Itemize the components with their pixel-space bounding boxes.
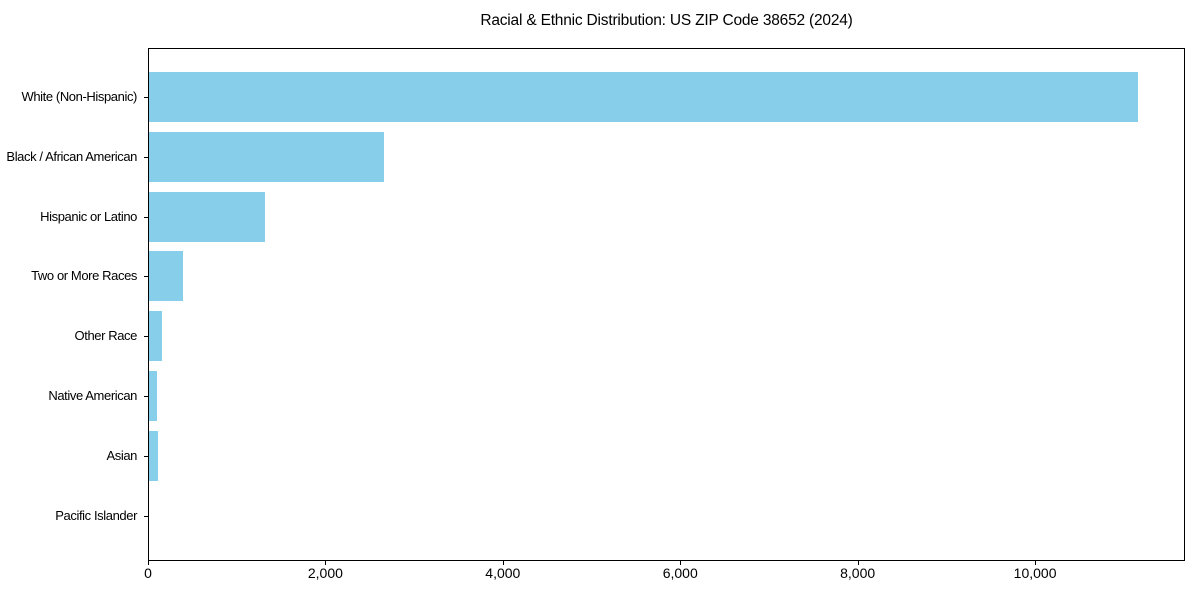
bar — [149, 72, 1139, 122]
bar — [149, 131, 385, 182]
x-tick-label: 0 — [144, 565, 152, 581]
y-tick-label: White (Non-Hispanic) — [21, 89, 137, 104]
y-tick-label: Hispanic or Latino — [40, 208, 137, 224]
y-tick-label: Native American — [48, 388, 137, 403]
y-tick-mark — [144, 515, 148, 517]
bar — [149, 430, 159, 481]
bar — [149, 191, 266, 242]
bar — [149, 251, 184, 302]
y-tick-label: Other Race — [74, 328, 138, 344]
y-tick-mark — [144, 396, 148, 397]
x-tick-label: 6,000 — [662, 565, 698, 581]
chart-title: Racial & Ethnic Distribution: US ZIP Cod… — [480, 12, 853, 29]
x-tick-mark — [325, 561, 327, 565]
x-tick-label: 8,000 — [840, 565, 876, 581]
y-tick-mark — [144, 97, 148, 98]
y-tick-label: Black / African American — [6, 148, 137, 164]
y-tick-label: Asian — [106, 447, 137, 463]
y-tick-label: Pacific Islander — [55, 507, 137, 523]
y-tick-mark — [144, 336, 148, 338]
y-tick-mark — [144, 455, 148, 457]
x-tick-label: 2,000 — [307, 565, 343, 581]
x-tick-mark — [502, 561, 504, 565]
y-tick-mark — [144, 276, 148, 278]
x-tick-label: 4,000 — [485, 565, 521, 581]
x-tick-label: 10,000 — [1013, 565, 1057, 581]
x-tick-mark — [857, 561, 859, 565]
plot-area — [148, 48, 1185, 561]
x-tick-mark — [1035, 561, 1037, 565]
y-tick-label: Two or More Races — [31, 268, 137, 284]
x-tick-mark — [680, 561, 682, 565]
y-tick-mark — [144, 156, 148, 158]
x-tick-mark — [148, 561, 149, 565]
bar — [149, 371, 158, 421]
y-tick-mark — [144, 216, 148, 218]
bar — [149, 311, 163, 362]
